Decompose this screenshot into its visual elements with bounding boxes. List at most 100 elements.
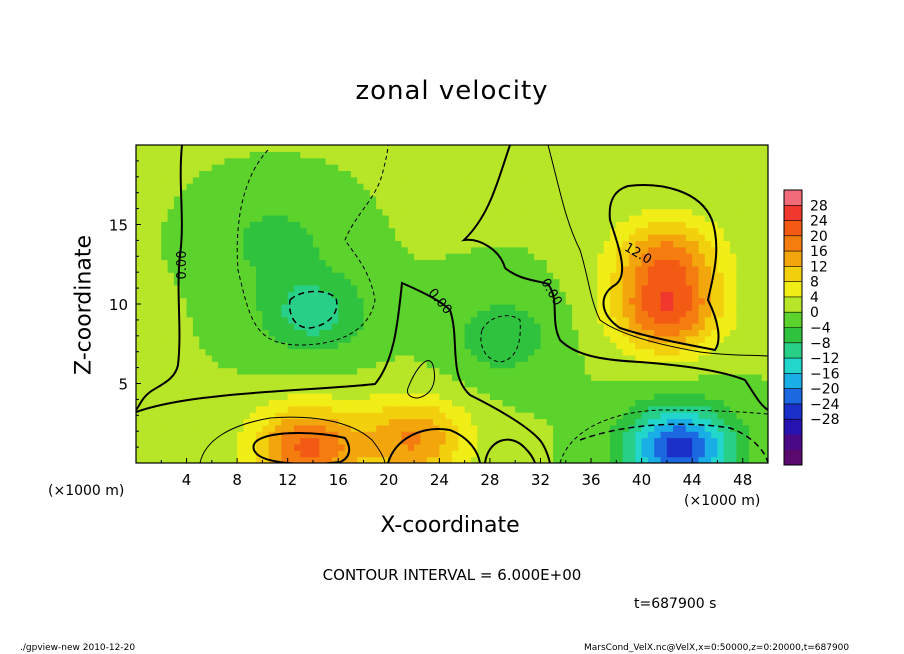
heat-cell bbox=[483, 234, 491, 241]
heat-cell bbox=[761, 304, 768, 311]
heat-cell bbox=[154, 450, 162, 458]
heat-cell bbox=[350, 259, 358, 267]
heat-cell bbox=[660, 450, 668, 458]
heat-cell bbox=[211, 399, 219, 407]
heat-cell bbox=[527, 189, 535, 197]
heat-cell bbox=[591, 145, 598, 152]
heat-cell bbox=[199, 195, 207, 203]
heat-cell bbox=[243, 399, 251, 407]
heat-cell bbox=[717, 380, 725, 388]
heat-cell bbox=[401, 373, 409, 381]
heat-cell bbox=[711, 399, 719, 407]
heat-cell bbox=[325, 176, 333, 184]
heat-cell bbox=[268, 170, 276, 178]
heat-cell bbox=[249, 342, 257, 350]
heat-cell bbox=[414, 380, 421, 388]
heat-cell bbox=[622, 145, 630, 152]
heat-cell bbox=[142, 431, 150, 439]
heat-cell bbox=[192, 164, 200, 172]
heat-cell bbox=[433, 284, 440, 292]
heat-cell bbox=[496, 234, 504, 241]
heat-cell bbox=[148, 405, 156, 413]
heat-cell bbox=[237, 424, 245, 432]
heat-cell bbox=[154, 316, 162, 324]
heat-cell bbox=[458, 304, 466, 311]
heat-cell bbox=[173, 170, 181, 178]
heat-cell bbox=[749, 221, 756, 229]
heat-cell bbox=[591, 373, 598, 381]
heat-cell bbox=[224, 418, 232, 426]
heat-cell bbox=[344, 176, 352, 184]
heat-cell bbox=[433, 348, 440, 356]
heat-cell bbox=[369, 202, 377, 210]
heat-cell bbox=[647, 354, 655, 362]
heat-cell bbox=[717, 431, 725, 439]
heat-cell bbox=[578, 310, 586, 318]
heat-cell bbox=[420, 291, 428, 299]
heat-cell bbox=[711, 456, 719, 463]
heat-cell bbox=[559, 284, 567, 292]
heat-cell bbox=[742, 272, 750, 280]
heat-cell bbox=[173, 227, 181, 235]
heat-cell bbox=[136, 189, 143, 197]
heat-cell bbox=[660, 393, 668, 400]
heat-cell bbox=[534, 202, 542, 210]
heat-cell bbox=[742, 278, 750, 286]
heat-cell bbox=[502, 195, 510, 203]
heat-cell bbox=[218, 253, 226, 261]
heat-cell bbox=[578, 399, 586, 407]
heat-cell bbox=[616, 367, 624, 375]
heat-cell bbox=[452, 431, 459, 439]
heat-cell bbox=[553, 259, 561, 267]
heat-cell bbox=[414, 157, 421, 165]
heat-cell bbox=[483, 151, 491, 159]
heat-cell bbox=[622, 431, 630, 439]
heat-cell bbox=[698, 373, 706, 381]
heat-cell bbox=[142, 183, 150, 191]
heat-cell bbox=[723, 323, 731, 331]
heat-cell bbox=[704, 361, 712, 369]
heat-cell bbox=[325, 297, 333, 305]
heat-cell bbox=[698, 405, 706, 413]
heat-cell bbox=[426, 297, 434, 305]
heat-cell bbox=[161, 202, 169, 210]
heat-cell bbox=[584, 195, 592, 203]
heat-cell bbox=[742, 253, 750, 261]
heat-cell bbox=[350, 208, 358, 216]
heat-cell bbox=[180, 386, 188, 394]
heat-cell bbox=[597, 291, 605, 299]
heat-cell bbox=[294, 399, 301, 407]
heat-cell bbox=[325, 418, 333, 426]
heat-cell bbox=[698, 291, 706, 299]
heat-cell bbox=[723, 145, 731, 152]
heat-cell bbox=[654, 393, 662, 400]
heat-cell bbox=[610, 386, 617, 394]
heat-cell bbox=[319, 437, 327, 445]
heat-cell bbox=[508, 227, 516, 235]
heat-cell bbox=[205, 176, 213, 184]
heat-cell bbox=[281, 253, 289, 261]
heat-cell bbox=[256, 431, 263, 439]
heat-cell bbox=[243, 380, 251, 388]
heat-cell bbox=[243, 151, 251, 159]
heat-cell bbox=[458, 145, 466, 152]
heat-cell bbox=[578, 291, 586, 299]
heat-cell bbox=[407, 424, 415, 432]
heat-cell bbox=[470, 354, 478, 362]
heat-cell bbox=[281, 316, 289, 324]
heat-cell bbox=[736, 412, 744, 420]
heat-cell bbox=[742, 304, 750, 311]
heat-cell bbox=[717, 151, 725, 159]
heat-cell bbox=[755, 412, 763, 420]
heat-cell bbox=[483, 405, 491, 413]
heat-cell bbox=[218, 195, 226, 203]
heat-cell bbox=[306, 164, 314, 172]
heat-cell bbox=[496, 297, 504, 305]
heat-cell bbox=[641, 246, 649, 254]
heat-cell bbox=[161, 443, 169, 451]
heat-cell bbox=[148, 234, 156, 241]
heat-cell bbox=[477, 431, 485, 439]
heat-cell bbox=[382, 176, 390, 184]
heat-cell bbox=[628, 291, 636, 299]
heat-cell bbox=[521, 405, 529, 413]
